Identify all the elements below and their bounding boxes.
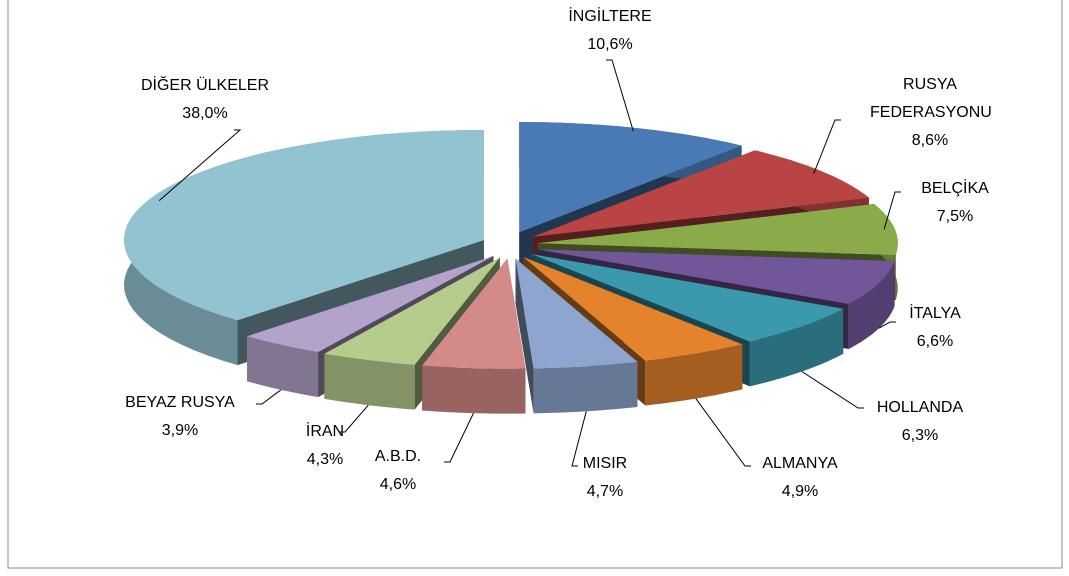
data-label: İRAN 4,3%: [306, 418, 344, 474]
data-label-name: DİĞER ÜLKELER: [140, 77, 270, 94]
data-label: A.B.D. 4,6%: [375, 443, 421, 499]
data-label: BEYAZ RUSYA 3,9%: [125, 389, 235, 445]
slice-wall: [247, 336, 319, 398]
data-label-name: BEYAZ RUSYA: [125, 394, 235, 411]
leader-line: [695, 398, 751, 467]
leader-line: [158, 129, 242, 202]
slice-wall: [324, 353, 415, 410]
pie-slice: [515, 258, 638, 414]
data-label-value: 3,9%: [161, 422, 199, 439]
data-label-value: 6,3%: [901, 427, 939, 444]
data-label-name: ALMANYA: [762, 455, 838, 472]
data-label-name: MISIR: [582, 455, 628, 472]
leader-line: [256, 389, 282, 405]
slice-top: [537, 204, 898, 255]
leader-line: [883, 191, 901, 230]
slice-top: [523, 257, 743, 361]
data-label-name: RUSYA FEDERASYONU: [870, 76, 992, 121]
data-label-name: İTALYA: [909, 305, 961, 322]
slice-wall: [749, 308, 844, 387]
leader-line: [444, 412, 474, 463]
data-label: MISIR 4,7%: [583, 450, 627, 506]
data-label-value: 4,9%: [781, 483, 819, 500]
data-label: DİĞER ÜLKELER 38,0%: [141, 72, 269, 128]
slice-top: [515, 258, 638, 369]
data-label-value: 6,6%: [916, 333, 954, 350]
data-label-value: 8,6%: [911, 132, 949, 149]
slice-top: [324, 257, 500, 365]
slice-wall: [848, 261, 895, 349]
leader-line: [813, 119, 841, 174]
pie-slice: [422, 258, 526, 414]
data-label-value: 10,6%: [587, 36, 633, 53]
data-label: RUSYA FEDERASYONU 8,6%: [870, 71, 992, 155]
slice-top: [422, 258, 526, 369]
slice-top: [124, 130, 484, 321]
data-label: BELÇİKA 7,5%: [921, 175, 989, 231]
slice-top: [531, 254, 844, 342]
data-label-name: İNGİLTERE: [568, 8, 652, 25]
slice-top: [536, 249, 895, 304]
data-label-value: 4,3%: [306, 451, 344, 468]
data-label-value: 4,7%: [586, 483, 624, 500]
slice-top: [247, 256, 494, 353]
leader-line: [339, 404, 369, 433]
data-label-value: 7,5%: [936, 208, 974, 225]
data-label: İTALYA 6,6%: [909, 300, 961, 356]
data-label-name: BELÇİKA: [921, 180, 989, 197]
data-label-name: HOLLANDA: [876, 399, 964, 416]
slice-top: [519, 122, 742, 233]
slice-wall: [533, 361, 638, 414]
data-label: İNGİLTERE 10,6%: [568, 3, 651, 59]
slice-wall: [645, 344, 743, 406]
data-label-name: İRAN: [305, 423, 345, 440]
leader-line: [878, 321, 896, 329]
slice-side: [515, 258, 534, 414]
leader-line: [606, 59, 634, 132]
slice-wall: [422, 365, 526, 414]
chart-border: [7, 0, 1063, 569]
data-label-name: A.B.D.: [374, 448, 422, 465]
leader-line: [801, 371, 864, 409]
data-label-value: 4,6%: [379, 476, 417, 493]
slice-top: [532, 150, 869, 237]
data-label: ALMANYA 4,9%: [762, 450, 837, 506]
data-label: HOLLANDA 6,3%: [877, 394, 963, 450]
data-label-value: 38,0%: [182, 105, 228, 122]
leader-line: [571, 411, 587, 467]
